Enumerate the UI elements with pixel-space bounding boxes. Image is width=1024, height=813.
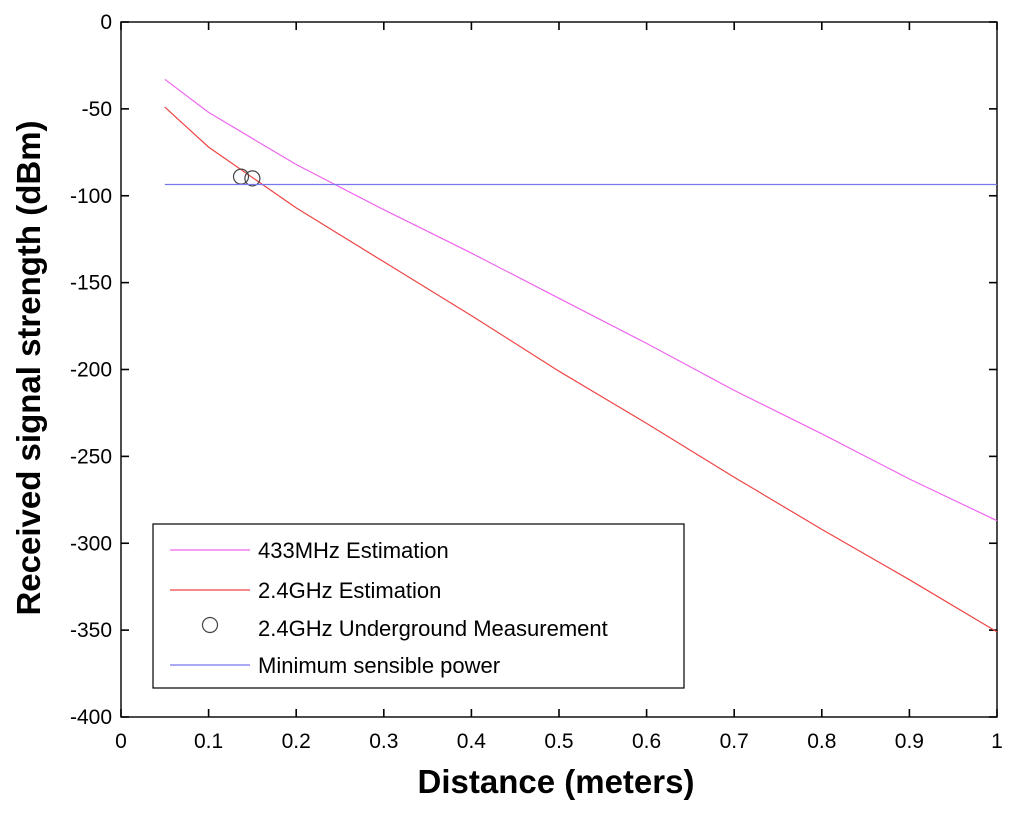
- y-axis-title: Received signal strength (dBm): [10, 120, 47, 615]
- y-tick-label: -400: [70, 706, 112, 729]
- y-tick-label: -100: [70, 185, 112, 208]
- legend-label: Minimum sensible power: [258, 653, 500, 678]
- x-tick-label: 1: [991, 730, 1003, 753]
- y-tick-label: -200: [70, 359, 112, 382]
- x-tick-label: 0.8: [807, 730, 836, 753]
- x-tick-label: 0.5: [544, 730, 573, 753]
- x-tick-label: 0: [115, 730, 127, 753]
- x-axis-title: Distance (meters): [418, 763, 695, 800]
- x-tick-label: 0.7: [720, 730, 749, 753]
- x-tick-label: 0.3: [369, 730, 398, 753]
- y-tick-label: 0: [100, 11, 112, 34]
- x-tick-label: 0.9: [895, 730, 924, 753]
- y-tick-label: -250: [70, 445, 112, 468]
- data-point-2-4ghz-underground-measurement: [244, 170, 261, 187]
- y-tick-label: -300: [70, 532, 112, 555]
- legend-label: 2.4GHz Underground Measurement: [258, 616, 608, 641]
- legend-label: 433MHz Estimation: [258, 538, 449, 563]
- series-line-2-4ghz-estimation: [164, 106, 998, 633]
- legend-swatch: [201, 616, 219, 634]
- x-tick-label: 0.1: [194, 730, 223, 753]
- legend-label: 2.4GHz Estimation: [258, 578, 441, 603]
- y-tick-label: -50: [82, 98, 112, 121]
- x-tick-label: 0.6: [632, 730, 661, 753]
- legend-box: [152, 523, 685, 689]
- x-tick-label: 0.2: [282, 730, 311, 753]
- x-tick-label: 0.4: [457, 730, 487, 753]
- y-tick-label: -350: [70, 619, 112, 642]
- y-tick-label: -150: [70, 272, 112, 295]
- series-line-433mhz-estimation: [164, 78, 998, 522]
